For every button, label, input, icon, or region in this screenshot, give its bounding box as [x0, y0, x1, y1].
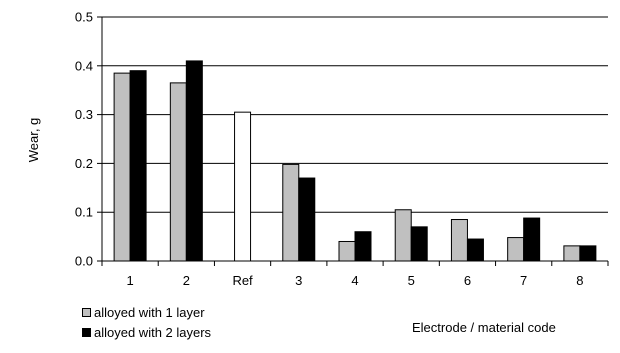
x-tick-label: 7: [520, 273, 527, 288]
bar-series-2: [410, 226, 428, 262]
x-tick-label: Ref: [232, 273, 253, 288]
bar-series-1: [282, 163, 300, 262]
x-tick-label: 2: [183, 273, 190, 288]
y-tick-label: 0.2: [75, 156, 93, 171]
bar-series-2: [298, 177, 316, 262]
bar-series-1: [338, 240, 356, 262]
bar-series-2: [185, 60, 203, 262]
bar-series-2: [579, 245, 597, 262]
x-tick-label: 8: [576, 273, 583, 288]
x-tick-label: 5: [408, 273, 415, 288]
legend-label-1-layer: alloyed with 1 layer: [94, 304, 205, 320]
bar-series-2: [129, 70, 147, 262]
y-tick-label: 0.0: [75, 254, 93, 269]
legend-swatch-1-layer: [82, 307, 91, 317]
y-tick-label: 0.4: [75, 58, 93, 73]
bar-series-1: [507, 237, 525, 262]
legend: alloyed with 1 layer alloyed with 2 laye…: [82, 302, 211, 342]
axes: [97, 16, 609, 266]
bar-series-2: [354, 231, 372, 262]
x-tick-labels: 1 2 Ref 3 4 5 6 7 8: [126, 273, 583, 288]
bar-ref: [234, 111, 252, 262]
x-tick-label: 4: [351, 273, 358, 288]
bar-series-1: [394, 209, 412, 262]
bar-series-1: [450, 219, 468, 262]
y-tick-label: 0.3: [75, 107, 93, 122]
legend-swatch-2-layers: [82, 327, 91, 337]
bar-series-2: [523, 217, 541, 262]
bar-series-1: [169, 82, 187, 262]
legend-item-2-layers: alloyed with 2 layers: [82, 322, 211, 342]
legend-label-2-layers: alloyed with 2 layers: [94, 324, 212, 340]
bar-series-2: [466, 238, 484, 262]
y-axis-title: Wear, g: [26, 118, 41, 163]
bar-series-1: [563, 245, 581, 262]
y-tick-label: 0.5: [75, 10, 93, 25]
legend-item-1-layer: alloyed with 1 layer: [82, 302, 211, 322]
bar-series-1: [113, 72, 131, 262]
y-tick-label: 0.1: [75, 205, 93, 220]
x-tick-label: 6: [464, 273, 471, 288]
x-axis-title: Electrode / material code: [412, 320, 556, 335]
x-tick-label: 1: [126, 273, 133, 288]
bars: [113, 60, 597, 262]
y-tick-labels: 0.0 0.1 0.2 0.3 0.4 0.5: [75, 10, 93, 269]
x-tick-label: 3: [295, 273, 302, 288]
